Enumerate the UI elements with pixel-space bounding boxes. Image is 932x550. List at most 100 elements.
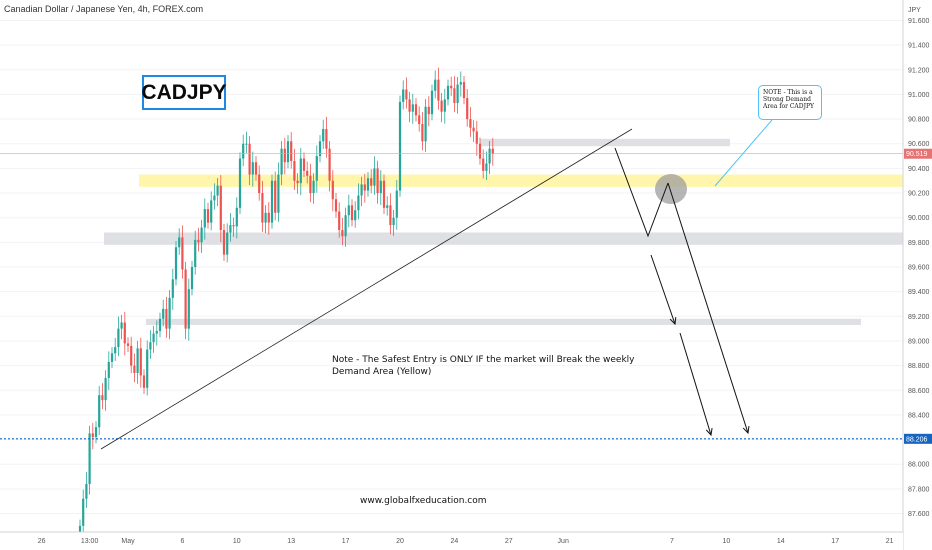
candle-body [478,143,482,159]
candle-body [382,180,386,208]
candle-body [462,82,466,99]
candle-body [290,141,293,161]
time-tick-label: 10 [723,538,731,545]
time-tick-label: 14 [777,538,785,545]
price-tick-label: 89.800 [908,240,930,247]
candle-body [299,158,302,184]
candle-body [114,347,117,354]
price-tick-label: 88.400 [908,412,930,419]
website-label: www.globalfxeducation.com [360,496,487,506]
candle-body [302,158,306,171]
candle-body [325,128,328,149]
callout-pointer [714,119,773,187]
price-tick-label: 91.600 [908,18,930,25]
candle-body [133,365,136,373]
candle-body [488,148,491,164]
candle-body [270,180,274,223]
candle-body [216,185,219,196]
candle-body [229,225,232,233]
candle-body [398,101,402,191]
candle-body [450,85,453,89]
candle-body [366,178,370,191]
time-tick-label: 26 [38,538,46,545]
projection-arrow-mid-head [669,316,677,326]
time-tick-label: 21 [886,538,894,545]
candle-body [418,115,421,125]
candle-body [174,247,178,280]
candle-body [101,395,104,401]
candle-body [120,322,123,329]
candle-body [331,180,334,200]
candle-body [194,239,197,267]
candle-body [357,195,360,211]
symbol-header: Canadian Dollar / Japanese Yen, 4h, FORE… [4,4,204,14]
candle-body [443,99,446,112]
candle-body [446,85,450,100]
candle-body [267,212,270,223]
candle-body [283,148,286,163]
time-tick-label: 27 [505,538,513,545]
level-tag-label: 88.206 [906,436,928,443]
projection-arrow-left-head [705,428,713,437]
candle-body [158,318,162,332]
level-tag [904,433,932,444]
candle-body [309,175,312,194]
price-tick-label: 87.600 [908,511,930,518]
candle-body [168,297,171,329]
candle-body [338,211,341,231]
candle-body [392,217,395,226]
candle-body [155,331,158,334]
projection-arrow-mid [650,254,676,325]
candle-body [98,395,101,428]
candle-body [165,308,168,329]
candle-body [414,104,418,116]
candle-body [322,128,325,142]
candle-body [354,210,357,221]
price-tick-label: 90.200 [908,191,930,198]
candle-body [437,79,440,101]
candle-body [264,212,267,223]
candle-body [395,190,398,218]
candle-body [94,427,98,438]
candle-body [139,348,142,376]
candle-body [104,377,107,401]
time-tick-label: 6 [180,538,184,545]
candle-body [408,99,411,112]
price-tick-label: 90.000 [908,215,930,222]
projection-arrow-right [667,182,749,434]
candle-body [206,209,210,223]
candle-body [286,141,290,163]
price-tick-label: 91.000 [908,92,930,99]
candle-body [149,342,152,350]
price-tick-label: 91.200 [908,67,930,74]
candle-body [248,143,251,175]
candle-body [459,82,462,85]
candle-body [235,207,238,227]
last-price-tag [904,148,932,159]
grey-zone [480,138,730,147]
ticker-label: CADJPY [141,75,227,110]
candle-body [152,333,155,343]
candle-body [261,193,264,223]
candle-body [178,237,181,248]
candle-body [434,79,437,91]
candle-body [85,483,88,499]
candle-body [245,143,248,145]
candle-body [242,143,245,159]
candle-body [136,348,139,373]
time-axis-bg [0,532,903,550]
price-tick-label: 88.600 [908,388,930,395]
entry-note: Note - The Safest Entry is ONLY IF the m… [332,355,635,377]
candle-body [469,119,472,128]
candle-body [187,289,190,329]
candle-body [402,89,405,102]
demand-zone [139,174,903,187]
time-tick-label: 17 [342,538,350,545]
candle-body [440,100,443,112]
time-tick-label: 24 [451,538,459,545]
price-tick-label: 90.400 [908,166,930,173]
candle-body [347,205,350,216]
candle-body [373,168,376,186]
candle-body [421,124,424,142]
